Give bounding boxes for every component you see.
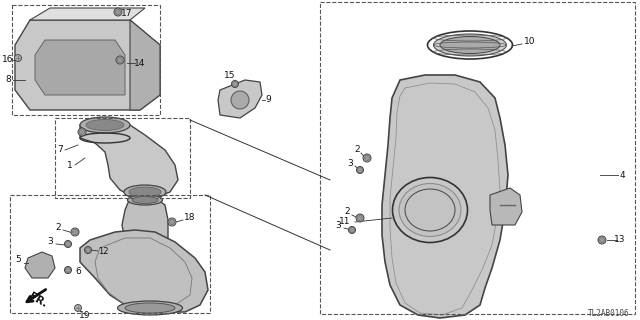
- Text: 2: 2: [344, 207, 350, 217]
- Text: TL2AB0106: TL2AB0106: [588, 309, 630, 318]
- Text: 6: 6: [75, 268, 81, 276]
- Circle shape: [349, 228, 355, 233]
- Text: 11: 11: [339, 218, 351, 227]
- Circle shape: [356, 166, 364, 173]
- Polygon shape: [122, 198, 168, 250]
- Ellipse shape: [127, 195, 163, 205]
- Ellipse shape: [125, 303, 175, 313]
- Circle shape: [78, 128, 86, 136]
- Polygon shape: [25, 252, 55, 278]
- Circle shape: [15, 54, 22, 61]
- Ellipse shape: [129, 187, 161, 197]
- Text: 17: 17: [121, 9, 132, 18]
- Bar: [320, 2, 635, 314]
- Circle shape: [363, 154, 371, 162]
- Text: 9: 9: [265, 95, 271, 105]
- Polygon shape: [218, 80, 262, 118]
- Circle shape: [170, 220, 175, 225]
- Circle shape: [356, 214, 364, 222]
- Circle shape: [365, 156, 369, 161]
- Polygon shape: [35, 40, 125, 95]
- Text: 5: 5: [15, 255, 21, 265]
- Bar: [12, 5, 160, 115]
- Text: 3: 3: [335, 221, 341, 230]
- Polygon shape: [130, 20, 160, 110]
- Circle shape: [116, 56, 124, 64]
- Ellipse shape: [124, 185, 166, 199]
- Circle shape: [86, 247, 90, 252]
- Circle shape: [600, 237, 605, 243]
- Circle shape: [118, 58, 122, 62]
- Circle shape: [358, 167, 362, 172]
- Text: FR.: FR.: [27, 291, 49, 309]
- Text: 8: 8: [5, 76, 11, 84]
- Circle shape: [115, 10, 120, 14]
- Ellipse shape: [132, 196, 158, 204]
- Circle shape: [72, 229, 77, 235]
- Polygon shape: [30, 8, 145, 20]
- Text: 13: 13: [614, 236, 626, 244]
- Polygon shape: [490, 188, 522, 225]
- Circle shape: [84, 246, 92, 253]
- Bar: [55, 118, 190, 198]
- Ellipse shape: [80, 117, 130, 133]
- Text: 2: 2: [55, 223, 61, 233]
- Circle shape: [232, 82, 237, 86]
- Circle shape: [232, 81, 239, 87]
- Circle shape: [65, 242, 70, 246]
- Circle shape: [74, 305, 81, 311]
- Ellipse shape: [440, 36, 500, 53]
- Circle shape: [598, 236, 606, 244]
- Ellipse shape: [399, 183, 461, 236]
- Circle shape: [358, 215, 362, 220]
- Bar: [10, 195, 210, 313]
- Circle shape: [65, 267, 72, 274]
- Ellipse shape: [433, 34, 506, 56]
- Text: 3: 3: [47, 237, 53, 246]
- Text: 16: 16: [3, 55, 13, 65]
- Text: 14: 14: [134, 59, 146, 68]
- Circle shape: [349, 227, 355, 234]
- Text: 19: 19: [79, 310, 91, 319]
- Circle shape: [65, 268, 70, 273]
- Text: 15: 15: [224, 71, 236, 81]
- Text: 18: 18: [184, 213, 196, 222]
- Text: 3: 3: [347, 158, 353, 167]
- Ellipse shape: [231, 91, 249, 109]
- Ellipse shape: [118, 301, 182, 315]
- Circle shape: [65, 241, 72, 247]
- Text: 1: 1: [67, 161, 73, 170]
- Text: 10: 10: [524, 37, 536, 46]
- Polygon shape: [80, 122, 178, 198]
- Circle shape: [168, 218, 176, 226]
- Text: 12: 12: [98, 247, 109, 257]
- Polygon shape: [15, 20, 160, 110]
- Text: 4: 4: [619, 171, 625, 180]
- Ellipse shape: [86, 119, 124, 131]
- Polygon shape: [382, 75, 508, 318]
- Text: 7: 7: [57, 146, 63, 155]
- Circle shape: [114, 8, 122, 16]
- Text: 2: 2: [354, 146, 360, 155]
- Circle shape: [79, 130, 84, 134]
- Circle shape: [71, 228, 79, 236]
- Polygon shape: [80, 230, 208, 312]
